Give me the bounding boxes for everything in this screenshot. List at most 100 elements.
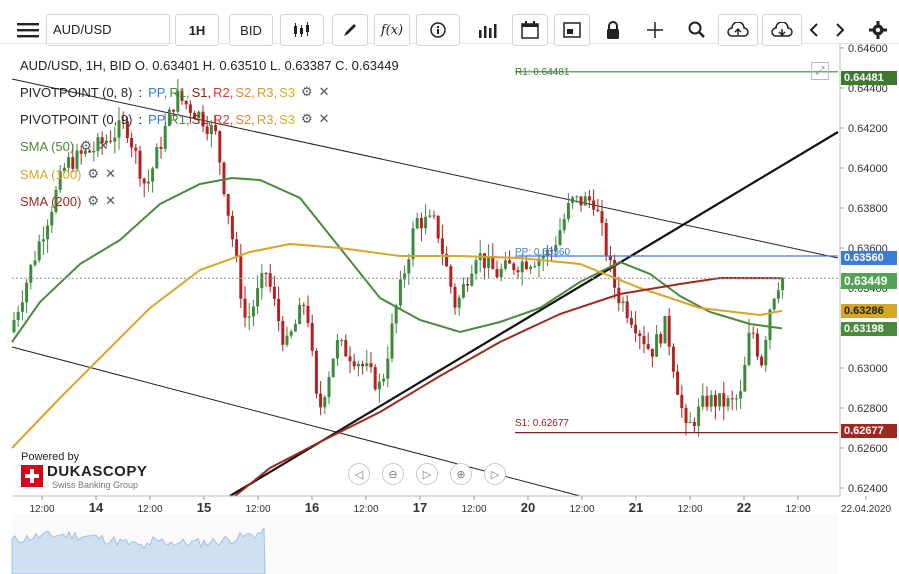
- calendar-icon[interactable]: [512, 14, 548, 46]
- gear-icon[interactable]: ⚙: [301, 84, 313, 99]
- candle-body: [306, 305, 310, 324]
- sma100-price-tag: 0.63286: [841, 304, 897, 318]
- candle-body: [226, 194, 230, 216]
- zoom-in-icon[interactable]: ⊕: [450, 463, 472, 485]
- candle-body: [495, 269, 499, 278]
- candle-body: [596, 209, 600, 212]
- candle-body: [558, 230, 562, 245]
- candle-body: [453, 286, 457, 308]
- candle-body: [33, 260, 37, 265]
- candle-body: [104, 140, 108, 144]
- chevron-right-icon[interactable]: [830, 14, 850, 46]
- price-side-button[interactable]: BID: [229, 14, 273, 46]
- y-tick-label: 0.63800: [848, 203, 888, 215]
- x-tick-label: 12:00: [785, 504, 810, 515]
- pivot-r3: R3,: [256, 111, 278, 127]
- draw-pencil-icon[interactable]: [332, 14, 368, 46]
- candle-body: [25, 282, 29, 303]
- gear-icon[interactable]: ⚙: [301, 111, 313, 126]
- candle-body: [466, 284, 470, 286]
- dukascopy-logo-icon: [21, 465, 43, 487]
- chevron-left-icon[interactable]: [804, 14, 824, 46]
- scroll-left-icon[interactable]: ◁: [348, 463, 370, 485]
- candle-body: [512, 263, 516, 271]
- navigator[interactable]: [11, 514, 838, 574]
- candle-body: [604, 222, 608, 256]
- candle-body: [697, 406, 701, 426]
- zoom-icon[interactable]: [682, 14, 712, 46]
- volume-icon[interactable]: [472, 14, 504, 46]
- candle-body: [29, 264, 33, 283]
- pivot-name: PIVOTPOINT (0, 8): [20, 84, 133, 100]
- candle-body: [600, 211, 604, 223]
- scroll-right-icon[interactable]: ▷: [484, 463, 506, 485]
- candle-body: [20, 302, 24, 312]
- candle-body: [37, 241, 41, 261]
- pp-level-label: PP: 0.63560: [515, 247, 571, 258]
- candle-body: [365, 363, 369, 367]
- candle-body: [16, 311, 20, 320]
- chart-type-icon[interactable]: [280, 14, 324, 46]
- candle-body: [684, 408, 688, 424]
- close-icon[interactable]: ✕: [105, 193, 116, 208]
- settings-gear-icon[interactable]: [866, 14, 890, 46]
- crosshair-icon[interactable]: [640, 14, 670, 46]
- pivot-s3: S3: [279, 84, 295, 100]
- menu-icon[interactable]: [14, 14, 42, 46]
- candle-body: [188, 104, 192, 113]
- close-icon[interactable]: ✕: [105, 166, 116, 181]
- gear-icon[interactable]: ⚙: [80, 138, 92, 153]
- pivot-s3: S3: [279, 111, 295, 127]
- candle-body: [449, 266, 453, 287]
- pivot-s1: S1,: [191, 84, 212, 100]
- close-icon[interactable]: ✕: [97, 138, 109, 153]
- x-tick-label: 12:00: [29, 504, 54, 515]
- candle-body: [327, 376, 331, 398]
- candle-body: [739, 391, 743, 399]
- close-icon[interactable]: ✕: [318, 111, 330, 126]
- gear-icon[interactable]: ⚙: [87, 166, 100, 181]
- info-icon[interactable]: [416, 14, 460, 46]
- candle-body: [264, 273, 268, 275]
- cloud-download-icon[interactable]: [762, 14, 802, 46]
- zoom-out-icon[interactable]: ⊖: [382, 463, 404, 485]
- candle-body: [537, 258, 541, 267]
- candle-body: [566, 202, 570, 220]
- candle-body: [428, 215, 432, 217]
- candle-body: [583, 196, 587, 206]
- candle-body: [503, 260, 507, 269]
- candle-body: [222, 162, 226, 195]
- cloud-upload-icon[interactable]: [718, 14, 758, 46]
- candle-body: [113, 137, 117, 142]
- lock-icon[interactable]: [598, 14, 628, 46]
- candle-body: [772, 298, 776, 310]
- symbol-input[interactable]: AUD/USD: [46, 14, 170, 46]
- gear-icon[interactable]: ⚙: [87, 193, 100, 208]
- candle-body: [755, 333, 759, 357]
- candle-body: [470, 273, 474, 286]
- candle-body: [268, 273, 272, 287]
- candle-body: [46, 225, 50, 240]
- candle-body: [625, 301, 629, 319]
- indicators-button[interactable]: f(x): [374, 14, 410, 46]
- x-tick-label: 12:00: [353, 504, 378, 515]
- close-icon[interactable]: ✕: [318, 84, 330, 99]
- expand-icon[interactable]: ⤢: [811, 62, 829, 80]
- candle-body: [289, 331, 293, 336]
- candle-body: [214, 125, 218, 132]
- candle-body: [247, 316, 251, 318]
- x-tick-label: 17: [413, 500, 427, 515]
- reset-view-icon[interactable]: ▷: [416, 463, 438, 485]
- candle-body: [781, 277, 785, 291]
- candle-body: [356, 363, 360, 367]
- candle-body: [701, 395, 705, 407]
- timeframe-button[interactable]: 1H: [175, 14, 219, 46]
- candle-body: [256, 288, 260, 307]
- navigator-area: [11, 527, 266, 574]
- y-tick-label: 0.64200: [848, 123, 888, 135]
- layout-icon[interactable]: [554, 14, 590, 46]
- y-tick-label: 0.64400: [848, 83, 888, 95]
- pivot-s2: S2,: [235, 84, 255, 100]
- r1-level-label: R1: 0.64481: [515, 67, 570, 78]
